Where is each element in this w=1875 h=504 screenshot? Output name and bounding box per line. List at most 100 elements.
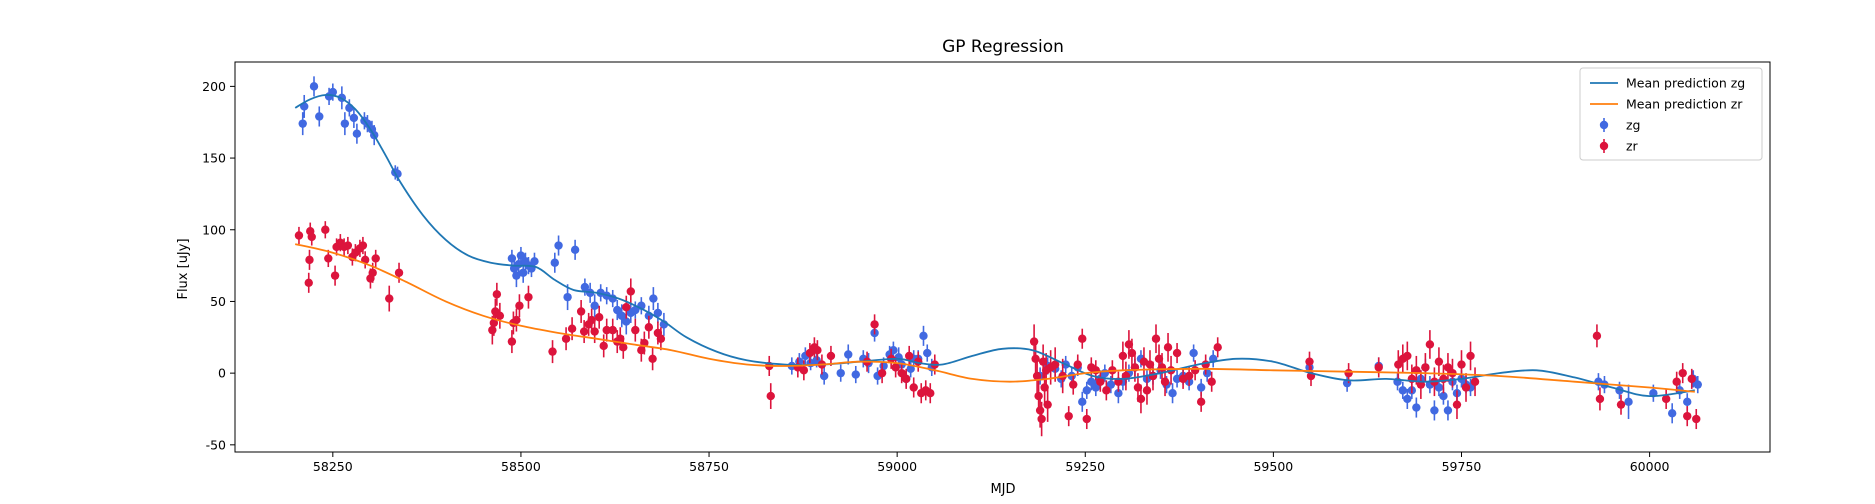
data-point-zr	[579, 327, 589, 336]
data-point-zr	[1394, 360, 1403, 369]
data-point-zg	[1114, 389, 1123, 398]
data-point-zr	[1305, 357, 1314, 366]
data-point-zr	[488, 325, 497, 335]
data-point-zr	[1196, 397, 1206, 407]
data-point-zr	[1595, 394, 1605, 404]
data-point-zg	[340, 119, 350, 128]
x-tick-label: 59000	[877, 459, 917, 474]
data-point-zg	[844, 350, 853, 359]
data-point-zg	[622, 317, 631, 326]
data-point-zg	[653, 308, 663, 318]
legend-marker-swatch	[1599, 141, 1609, 151]
data-point-zg	[554, 241, 563, 250]
data-point-zr	[626, 287, 635, 296]
data-point-zr	[368, 268, 377, 277]
data-point-zr	[507, 337, 517, 346]
legend-label: Mean prediction zg	[1626, 76, 1745, 91]
data-point-zr	[294, 231, 304, 240]
series-zg	[298, 76, 1702, 424]
data-point-zr	[766, 391, 775, 401]
data-point-zr	[599, 341, 608, 351]
data-point-zr	[1213, 343, 1222, 352]
data-point-zg	[570, 245, 580, 255]
axes-frame	[234, 61, 1771, 453]
data-point-zg	[580, 282, 590, 292]
data-point-zg	[906, 364, 915, 374]
data-point-zg	[349, 113, 359, 123]
data-point-zr	[1069, 380, 1078, 389]
data-point-zr	[1124, 340, 1134, 349]
data-point-zr	[1145, 360, 1155, 369]
data-point-zr	[1082, 414, 1091, 424]
data-point-zg	[631, 305, 640, 315]
legend: Mean prediction zg Mean prediction zr zg zr	[1579, 67, 1763, 161]
data-point-zr	[1163, 343, 1173, 352]
data-point-zg	[1624, 397, 1633, 407]
data-point-zg	[1078, 397, 1087, 407]
data-point-zr	[602, 325, 611, 335]
data-point-zr	[909, 383, 918, 392]
data-point-zr	[548, 347, 557, 356]
data-point-zr	[1029, 337, 1039, 346]
data-point-zg	[1087, 377, 1096, 386]
data-point-zr	[304, 278, 313, 288]
data-point-zr	[1038, 357, 1048, 366]
data-point-zr	[1457, 360, 1466, 369]
data-point-zr	[1133, 383, 1143, 392]
data-point-zg	[1403, 394, 1412, 404]
data-point-zg	[649, 294, 658, 303]
data-point-zg	[1443, 406, 1453, 415]
data-point-zr	[1687, 374, 1696, 384]
x-tick-label: 59750	[1442, 459, 1482, 474]
data-point-zg	[309, 82, 319, 91]
data-point-zg	[563, 292, 572, 302]
data-point-zr	[1078, 334, 1087, 343]
data-point-zr	[1421, 363, 1430, 372]
data-point-zr	[1466, 351, 1475, 361]
data-point-zr	[492, 290, 502, 299]
data-point-zr	[1184, 371, 1194, 381]
data-point-zr	[877, 368, 887, 378]
data-point-zg	[518, 268, 528, 277]
data-point-zr	[1374, 363, 1383, 372]
data-point-zr	[616, 334, 625, 343]
data-point-zg	[1189, 348, 1198, 358]
data-point-zg	[1202, 368, 1212, 378]
data-point-zr	[622, 302, 631, 312]
data-point-zg	[617, 311, 626, 320]
y-tick-label: -50	[206, 437, 226, 452]
x-tick-label: 58250	[313, 459, 353, 474]
data-point-zr	[1032, 371, 1042, 381]
data-point-zr	[1190, 366, 1200, 375]
data-point-zr	[343, 241, 353, 250]
plot-area	[294, 76, 1702, 437]
x-axis-label: MJD	[990, 482, 1015, 497]
data-point-zr	[648, 354, 657, 364]
data-point-zr	[926, 389, 935, 398]
data-point-zr	[324, 254, 333, 263]
data-point-zg	[836, 368, 845, 378]
data-point-zr	[1136, 394, 1146, 404]
data-point-zr	[561, 334, 571, 343]
data-point-zr	[1443, 363, 1453, 372]
data-point-zr	[1037, 414, 1046, 424]
data-point-zr	[1207, 377, 1216, 386]
legend-label: zg	[1626, 118, 1641, 133]
data-point-zr	[1452, 400, 1462, 409]
data-point-zg	[1196, 383, 1206, 392]
mean-line-zg	[294, 94, 1695, 398]
data-point-zr	[1050, 360, 1060, 369]
x-tick-label: 58750	[689, 459, 729, 474]
data-point-zr	[1434, 357, 1444, 366]
legend-item-zr: zr	[1599, 139, 1639, 154]
data-point-zr	[1031, 354, 1040, 364]
data-point-zr	[394, 268, 404, 277]
y-axis-label: Flux [uJy]	[176, 238, 191, 299]
data-point-zg	[328, 87, 338, 97]
y-tick-label: 200	[202, 79, 226, 94]
data-point-zr	[1096, 377, 1105, 386]
data-point-zg	[1082, 386, 1091, 395]
data-point-zr	[1661, 394, 1671, 404]
data-point-zg	[851, 370, 860, 379]
data-point-zr	[515, 301, 524, 310]
